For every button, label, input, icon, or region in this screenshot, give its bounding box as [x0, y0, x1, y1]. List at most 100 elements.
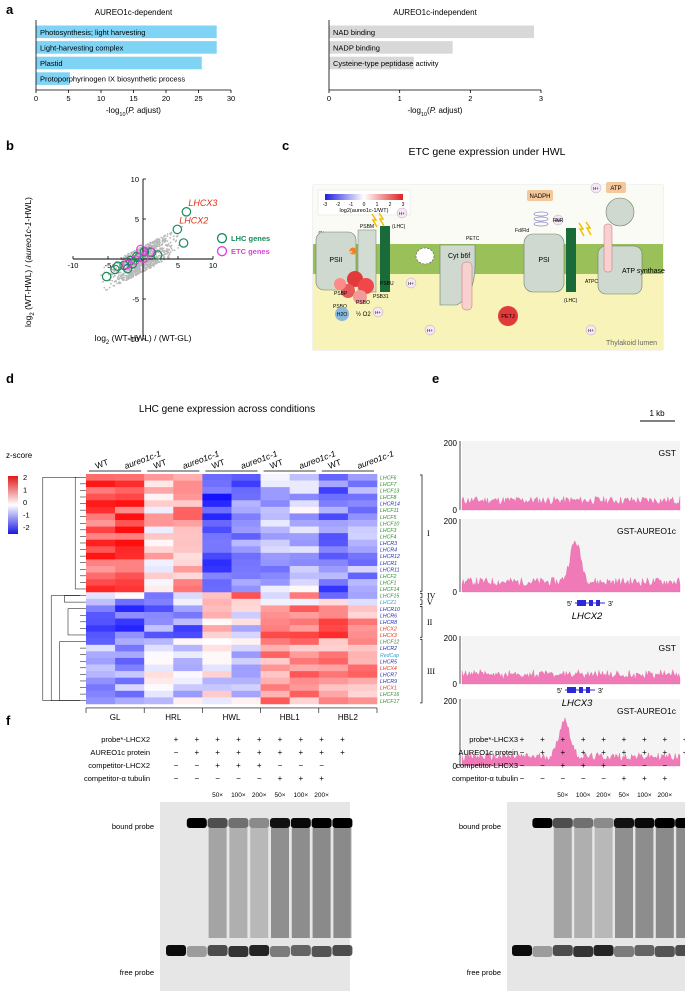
heatmap-cell — [260, 579, 290, 586]
emsa-mark: − — [642, 761, 647, 770]
gene-point — [172, 235, 175, 238]
heatmap-cell — [115, 657, 145, 665]
heatmap-cell — [144, 697, 174, 705]
legend-marker-1 — [216, 246, 228, 257]
gene-point — [105, 289, 107, 291]
emsa-mark: − — [540, 774, 545, 783]
gene-point — [139, 246, 142, 249]
row-label: LHCR3 — [380, 541, 397, 547]
heatmap-cell — [318, 579, 349, 586]
emsa-mark: + — [662, 774, 667, 783]
etc-cbar-tick: -3 — [323, 202, 328, 208]
heatmap-cell — [173, 697, 203, 705]
track-ymax: 200 — [444, 697, 458, 706]
gene-point — [103, 266, 106, 269]
gene-point — [150, 250, 153, 253]
bar-label-2: Cysteine-type peptidase activity — [333, 59, 439, 68]
fnr-label: FNR — [553, 218, 564, 224]
scale-bar-label: 1 kb — [649, 409, 665, 418]
emsa-mark: + — [622, 748, 627, 757]
heatmap-cell — [115, 690, 145, 698]
heatmap-cell — [144, 585, 174, 593]
heatmap-cell — [260, 533, 290, 540]
heatmap-cell — [260, 480, 290, 488]
colorbar-tick: 2 — [23, 473, 27, 482]
gene-exon — [579, 687, 583, 693]
gene-exon — [577, 600, 586, 606]
heatmap-cell — [318, 644, 349, 652]
heatmap-cell — [115, 552, 145, 560]
emsa-mark: + — [298, 735, 303, 744]
heatmap-cell — [318, 677, 349, 685]
heatmap-cell — [86, 651, 116, 659]
heatmap-cell — [347, 618, 378, 626]
heatmap-cell — [173, 690, 203, 698]
heatmap-cell — [231, 506, 261, 514]
emsa-mark: + — [560, 761, 565, 770]
heatmap-cell — [318, 605, 349, 613]
emsa-mark: − — [520, 748, 525, 757]
emsa-mark: − — [236, 774, 241, 783]
gene-point — [176, 234, 179, 237]
heatmap-cell — [318, 592, 349, 600]
heatmap-cell — [115, 572, 145, 580]
heatmap-cell — [260, 625, 290, 632]
ital: aureo1c-1 — [23, 221, 33, 260]
emsa-fold: 50× — [557, 792, 568, 799]
half-o2-label: ½ O2 — [356, 311, 371, 318]
gene-point — [122, 256, 125, 259]
series-0-point — [181, 207, 192, 217]
heatmap-cell — [86, 611, 116, 619]
gene-point — [159, 247, 162, 250]
emsa-row-label: competitor-α tubulin — [452, 774, 518, 783]
gene-point — [168, 249, 171, 251]
free-band — [634, 945, 655, 956]
row-label: LHCR2 — [380, 646, 397, 652]
emsa-mark: − — [560, 774, 565, 783]
panel-label-f: f — [6, 713, 11, 728]
heatmap-cell — [318, 598, 349, 606]
bound-band — [573, 818, 594, 828]
gene-point — [119, 275, 122, 278]
heatmap-cell — [86, 519, 116, 527]
cluster-bracket — [420, 592, 423, 599]
emsa-fold: 100× — [293, 792, 308, 799]
heatmap-cell — [115, 592, 145, 600]
cluster-bracket — [420, 606, 423, 638]
heatmap-cell — [289, 546, 320, 554]
emsa-mark: + — [278, 748, 283, 757]
row-label: LHCF7 — [380, 482, 398, 488]
gene-point — [122, 277, 124, 280]
heatmap-cell — [202, 618, 232, 626]
bar-label-1: Light-harvesting complex — [40, 43, 124, 52]
row-label: LHCF12 — [380, 640, 399, 646]
heatmap-cell — [115, 598, 145, 606]
emsa-fold: 200× — [314, 792, 329, 799]
lhc-label-1: (LHC) — [392, 224, 406, 230]
rest: (WT-HWL) / (WT-GL) — [109, 333, 191, 343]
emsa-fold: 50× — [618, 792, 629, 799]
atp-synthase-label: ATP synthase — [622, 268, 665, 275]
heatmap-cell — [144, 579, 174, 586]
emsa-mark: + — [520, 735, 525, 744]
signal-track — [461, 717, 681, 767]
emsa-mark: + — [683, 735, 685, 744]
bar-0 — [36, 25, 217, 39]
heatmap-cell — [86, 644, 116, 652]
free-band — [675, 945, 685, 956]
heatmap-cell — [202, 671, 232, 678]
x-tick-label: 10 — [97, 94, 105, 103]
heatmap-cell — [318, 513, 349, 521]
heatmap-cell — [289, 572, 320, 580]
heatmap-cell — [347, 585, 378, 593]
heatmap-cell — [202, 526, 232, 534]
heatmap-cell — [86, 533, 116, 540]
free-band — [207, 945, 228, 956]
heatmap-cell — [144, 539, 174, 547]
gene-point — [152, 244, 155, 247]
gene-point — [150, 262, 153, 264]
heatmap-cell — [144, 487, 174, 495]
heatmap-cell — [260, 487, 290, 495]
gene-point — [164, 237, 167, 240]
emsa-mark: + — [236, 761, 241, 770]
